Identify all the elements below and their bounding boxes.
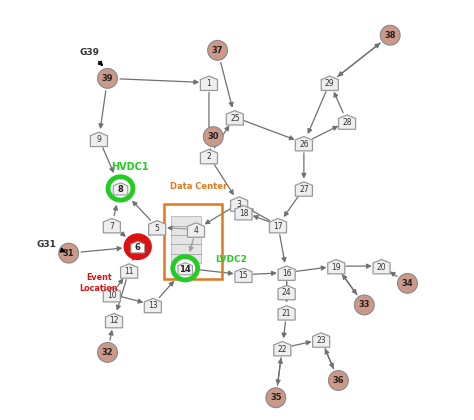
Polygon shape <box>187 223 205 237</box>
Polygon shape <box>144 298 161 313</box>
Text: 33: 33 <box>358 300 370 310</box>
Circle shape <box>266 388 286 408</box>
Circle shape <box>59 243 79 263</box>
Text: 9: 9 <box>97 135 101 144</box>
Text: 21: 21 <box>282 309 292 318</box>
Circle shape <box>98 342 118 362</box>
Ellipse shape <box>125 235 150 258</box>
Polygon shape <box>274 341 291 356</box>
Polygon shape <box>178 262 192 275</box>
Ellipse shape <box>108 177 133 200</box>
Polygon shape <box>226 110 243 125</box>
Text: Data Center: Data Center <box>170 181 228 191</box>
Polygon shape <box>131 241 145 253</box>
Text: 32: 32 <box>102 348 113 357</box>
Text: 13: 13 <box>148 302 158 310</box>
Circle shape <box>98 68 118 88</box>
Polygon shape <box>91 132 108 147</box>
Polygon shape <box>313 333 330 347</box>
Text: 28: 28 <box>342 118 352 127</box>
Polygon shape <box>235 205 252 220</box>
Text: 18: 18 <box>239 209 248 218</box>
Text: 5: 5 <box>155 224 160 233</box>
Circle shape <box>398 273 418 293</box>
Circle shape <box>208 40 228 60</box>
Polygon shape <box>328 260 345 274</box>
Polygon shape <box>235 268 252 283</box>
Text: 29: 29 <box>325 79 335 88</box>
Text: 25: 25 <box>230 114 240 123</box>
Text: G31: G31 <box>36 240 64 252</box>
Polygon shape <box>278 306 295 320</box>
Text: LVDC2: LVDC2 <box>215 255 247 264</box>
Text: 35: 35 <box>270 393 282 402</box>
Ellipse shape <box>173 257 198 280</box>
Text: G39: G39 <box>80 47 102 66</box>
Text: 36: 36 <box>333 376 344 385</box>
Text: 37: 37 <box>212 46 223 55</box>
Text: 30: 30 <box>208 132 219 141</box>
Polygon shape <box>113 183 128 195</box>
Text: 39: 39 <box>102 74 113 83</box>
Polygon shape <box>149 220 166 235</box>
Text: 11: 11 <box>124 267 134 276</box>
Polygon shape <box>105 313 123 328</box>
FancyBboxPatch shape <box>171 216 201 263</box>
Text: 14: 14 <box>179 265 191 273</box>
Polygon shape <box>103 218 120 233</box>
Polygon shape <box>103 288 120 302</box>
Circle shape <box>328 370 348 390</box>
Text: 3: 3 <box>237 200 242 209</box>
Text: 6: 6 <box>135 243 141 252</box>
Circle shape <box>355 295 374 315</box>
Text: 38: 38 <box>384 31 396 40</box>
Polygon shape <box>295 182 312 196</box>
Text: HVDC1: HVDC1 <box>111 162 149 172</box>
Text: 16: 16 <box>282 269 292 278</box>
Polygon shape <box>231 197 248 211</box>
Polygon shape <box>278 286 295 300</box>
Text: 20: 20 <box>377 262 386 272</box>
Text: 19: 19 <box>331 262 341 272</box>
Polygon shape <box>201 150 218 164</box>
Text: 22: 22 <box>278 344 287 354</box>
Text: 12: 12 <box>109 317 119 326</box>
Circle shape <box>203 127 223 147</box>
Text: 26: 26 <box>299 139 309 149</box>
Polygon shape <box>338 115 356 129</box>
Polygon shape <box>269 218 287 233</box>
Text: Event
Location: Event Location <box>80 273 118 293</box>
Text: 17: 17 <box>273 221 283 231</box>
Polygon shape <box>201 76 218 90</box>
Polygon shape <box>295 136 312 151</box>
Polygon shape <box>278 266 295 280</box>
Text: 7: 7 <box>109 221 114 231</box>
Circle shape <box>380 25 400 45</box>
Polygon shape <box>373 260 390 274</box>
Text: 24: 24 <box>282 289 292 297</box>
Polygon shape <box>321 76 338 90</box>
Text: 4: 4 <box>193 226 199 235</box>
Text: 8: 8 <box>118 185 123 194</box>
Text: 10: 10 <box>107 291 117 299</box>
Text: 2: 2 <box>207 152 211 161</box>
Polygon shape <box>120 264 137 278</box>
Text: 34: 34 <box>401 279 413 288</box>
Text: 1: 1 <box>207 79 211 88</box>
Text: 23: 23 <box>316 336 326 345</box>
Text: 27: 27 <box>299 185 309 194</box>
Text: 31: 31 <box>63 249 74 257</box>
Text: 15: 15 <box>239 271 248 280</box>
